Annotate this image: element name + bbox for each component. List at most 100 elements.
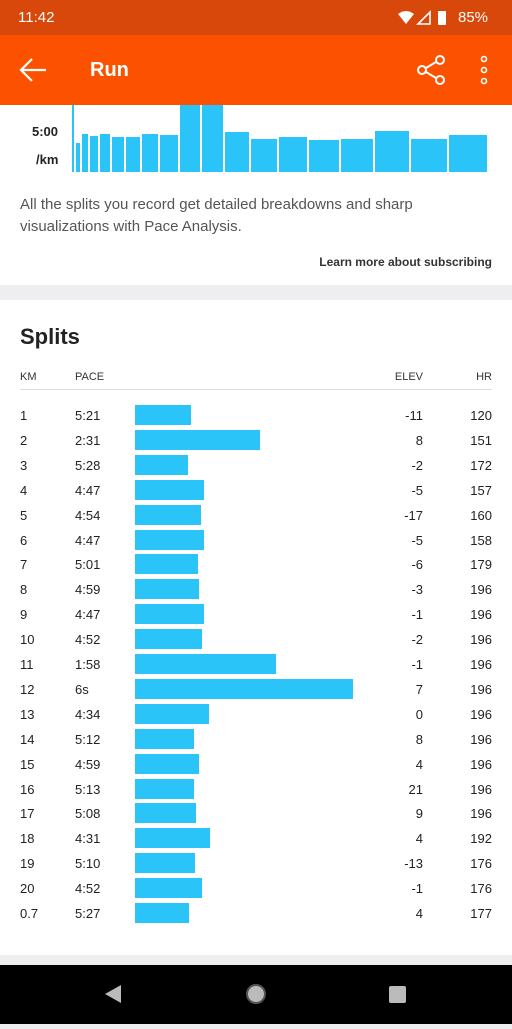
split-hr: 196 <box>470 657 492 672</box>
split-elev: 4 <box>415 906 423 921</box>
split-km: 0.7 <box>20 906 39 921</box>
pace-chart <box>0 105 512 172</box>
pace-bar <box>135 654 277 674</box>
split-km: 5 <box>20 507 28 523</box>
pace-bar <box>135 703 209 724</box>
split-hr: 196 <box>470 607 492 623</box>
split-pace: 2:31 <box>75 432 101 448</box>
y-axis-label: 5:00 <box>32 124 59 139</box>
split-km: 19 <box>20 856 35 872</box>
split-hr: 196 <box>470 681 492 697</box>
status-icons <box>398 10 446 25</box>
chart-bar <box>71 105 74 172</box>
split-elev: 7 <box>415 681 423 697</box>
split-pace: 4:47 <box>75 532 101 548</box>
chart-bar <box>75 142 80 172</box>
y-axis-unit: /km <box>36 152 59 167</box>
split-pace: 5:28 <box>75 457 101 473</box>
chart-bar <box>309 139 340 172</box>
pace-bar <box>135 429 261 450</box>
split-elev: 8 <box>415 731 423 747</box>
split-elev: -5 <box>411 532 423 548</box>
chart-bar <box>159 135 178 172</box>
split-elev: 9 <box>415 806 423 822</box>
split-pace: 4:47 <box>75 482 101 498</box>
nav-bar <box>0 965 512 1024</box>
split-hr: 151 <box>470 432 492 448</box>
split-pace: 5:13 <box>75 781 101 797</box>
pace-bar <box>135 504 201 525</box>
pace-bar <box>135 405 191 425</box>
split-elev: -1 <box>411 607 423 623</box>
chart-bar <box>279 136 308 172</box>
split-pace: 5:27 <box>75 906 101 921</box>
chart-bar <box>99 134 110 172</box>
pace-bar <box>135 728 195 749</box>
pace-bar <box>135 604 204 625</box>
subscribe-link[interactable]: Learn more about subscribing <box>319 255 492 269</box>
chart-bar <box>89 135 98 172</box>
column-header: KM <box>20 371 37 383</box>
chart-bar <box>201 105 224 172</box>
split-pace: 4:59 <box>75 582 101 598</box>
pace-bar <box>135 678 353 699</box>
split-km: 12 <box>20 681 35 697</box>
chart-bar <box>141 134 158 172</box>
split-km: 14 <box>20 731 35 747</box>
column-header: HR <box>476 371 492 383</box>
split-pace: 5:21 <box>75 408 101 423</box>
chart-bar <box>111 137 124 172</box>
split-hr: 176 <box>470 856 492 872</box>
split-km: 3 <box>20 457 28 473</box>
split-pace: 5:01 <box>75 557 101 573</box>
back-button[interactable] <box>18 55 50 85</box>
split-km: 20 <box>20 881 35 897</box>
chart-bar <box>225 131 250 172</box>
nav-buttons <box>105 984 406 1004</box>
nav-home[interactable] <box>246 984 266 1004</box>
column-header: ELEV <box>394 371 423 383</box>
pace-bar <box>135 554 199 575</box>
split-pace: 5:10 <box>75 856 101 872</box>
split-hr: 196 <box>470 706 492 722</box>
split-hr: 196 <box>470 632 492 648</box>
split-elev: 21 <box>408 781 423 797</box>
split-km: 4 <box>20 482 28 498</box>
split-hr: 196 <box>470 806 492 822</box>
split-pace: 5:12 <box>75 731 101 747</box>
split-hr: 192 <box>470 831 492 847</box>
nav-recents[interactable] <box>389 986 406 1003</box>
chart-bar <box>410 139 447 172</box>
screen-title: Run <box>90 59 129 81</box>
pace-bar <box>135 454 189 475</box>
split-elev: -1 <box>411 881 423 897</box>
split-pace: 4:34 <box>75 706 101 722</box>
split-km: 13 <box>20 706 35 722</box>
split-elev: -3 <box>411 582 423 598</box>
battery-level: 85% <box>458 9 489 26</box>
pace-bar <box>135 753 200 774</box>
pace-bar <box>135 878 202 899</box>
pace-bar <box>135 803 196 824</box>
nav-back[interactable] <box>105 985 121 1003</box>
pace-bar <box>135 479 204 500</box>
split-pace: 4:52 <box>75 632 101 648</box>
split-km: 15 <box>20 756 35 772</box>
split-pace: 4:59 <box>75 756 101 772</box>
chart-bar <box>251 139 278 172</box>
split-hr: 179 <box>470 557 492 573</box>
splits-title: Splits <box>20 324 80 349</box>
pace-bar <box>135 529 204 550</box>
pace-bar <box>135 629 202 650</box>
split-km: 18 <box>20 831 35 847</box>
share-button[interactable] <box>416 55 448 85</box>
menu-button[interactable] <box>476 55 492 85</box>
pace-analysis-card: 5:00 /km All the splits you record get d… <box>0 105 512 285</box>
split-pace: 1:58 <box>75 657 101 672</box>
app-bar: Run <box>0 35 512 105</box>
pace-bar <box>135 828 210 849</box>
split-elev: -11 <box>405 408 423 423</box>
column-header: PACE <box>75 371 105 383</box>
split-elev: -5 <box>411 482 423 498</box>
